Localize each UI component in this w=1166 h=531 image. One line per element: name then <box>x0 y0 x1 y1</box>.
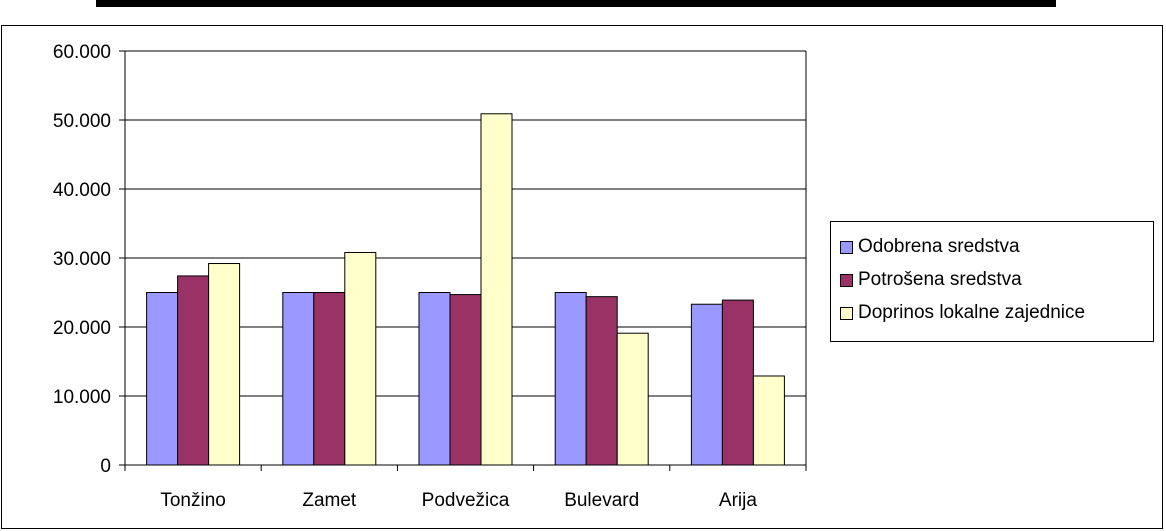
y-tick-label: 0 <box>100 456 111 477</box>
bar-2-Bulevard <box>585 296 618 466</box>
bar-1-Bulevard <box>554 292 587 466</box>
bar-2-Podvežica <box>449 294 482 466</box>
x-tick-label: Zamet <box>302 490 357 511</box>
x-tick-label: Tonžino <box>160 490 226 511</box>
y-tick-labels: 0 10.000 20.000 30.000 40.000 50.000 60.000 <box>53 42 111 477</box>
y-tick-label: 40.000 <box>53 180 111 201</box>
legend: Odobrena sredstva Potrošena sredstva Dopri… <box>830 221 1154 342</box>
legend-label: Odobrena sredstva <box>858 236 1020 257</box>
bar-3-Arija <box>752 375 785 466</box>
bar-2-Zamet <box>313 292 346 466</box>
axes <box>119 50 807 471</box>
legend-item: Doprinos lokalne zajednice <box>840 298 1085 328</box>
top-border-bar <box>96 0 1056 7</box>
bar-3-Podvežica <box>480 113 513 466</box>
bar-chart: 0 10.000 20.000 30.000 40.000 50.000 60.000 To… <box>53 42 807 511</box>
legend-item: Odobrena sredstva <box>840 232 1020 262</box>
bar-1-Tonžino <box>146 292 179 466</box>
bar-3-Bulevard <box>616 332 649 466</box>
legend-label: Doprinos lokalne zajednice <box>858 302 1086 323</box>
legend-swatch <box>840 240 853 254</box>
bars <box>146 113 785 466</box>
y-tick-label: 20.000 <box>53 318 111 339</box>
x-tick-labels: Tonžino Zamet Podvežica Bulevard Arija <box>160 490 757 511</box>
chart-area: 0 10.000 20.000 30.000 40.000 50.000 60.000 To… <box>1 25 1163 529</box>
bar-3-Zamet <box>344 251 377 466</box>
bar-1-Arija <box>690 303 723 466</box>
y-tick-label: 10.000 <box>53 387 111 408</box>
bar-1-Podvežica <box>418 292 451 466</box>
legend-label: Potrošena sredstva <box>858 269 1022 290</box>
x-tick-label: Bulevard <box>564 490 639 511</box>
legend-swatch <box>840 273 853 287</box>
y-tick-label: 50.000 <box>53 111 111 132</box>
bar-2-Arija <box>721 299 754 466</box>
y-tick-label: 60.000 <box>53 42 111 63</box>
bar-2-Tonžino <box>177 275 210 466</box>
bar-3-Tonžino <box>208 263 241 466</box>
x-tick-label: Podvežica <box>422 490 510 511</box>
legend-item: Potrošena sredstva <box>840 265 1022 295</box>
y-tick-label: 30.000 <box>53 249 111 270</box>
x-tick-label: Arija <box>719 490 757 511</box>
bar-1-Zamet <box>282 292 315 466</box>
legend-swatch <box>840 306 853 320</box>
